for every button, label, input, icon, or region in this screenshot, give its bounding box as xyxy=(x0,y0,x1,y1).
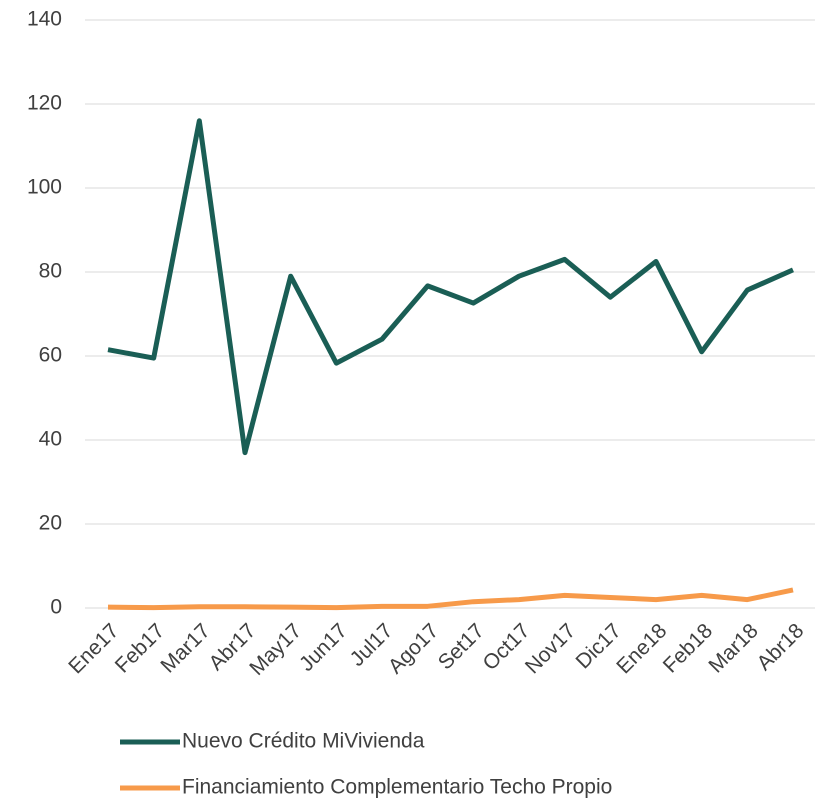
line-series xyxy=(107,587,794,611)
y-tick-label: 0 xyxy=(50,596,62,619)
line-series xyxy=(107,118,795,456)
y-tick-label: 80 xyxy=(39,260,62,283)
y-tick-label: 120 xyxy=(27,92,62,115)
x-tick-label: Jun17 xyxy=(295,619,352,676)
x-tick-label: Mar17 xyxy=(156,619,214,677)
y-tick-label: 60 xyxy=(39,344,62,367)
y-tick-label: 140 xyxy=(27,8,62,31)
x-tick-label: Ago17 xyxy=(384,619,443,678)
x-tick-label: Feb18 xyxy=(659,619,717,677)
y-tick-label: 100 xyxy=(27,176,62,199)
x-tick-label: Mar18 xyxy=(704,619,762,677)
x-tick-label: May17 xyxy=(245,619,306,680)
x-tick-label: Set17 xyxy=(434,619,489,674)
legend-label: Nuevo Crédito MiVivienda xyxy=(182,730,425,753)
y-tick-label: 20 xyxy=(39,512,62,535)
x-tick-label: Feb17 xyxy=(111,619,169,677)
y-tick-label: 40 xyxy=(39,428,62,451)
x-tick-label: Nov17 xyxy=(521,619,580,678)
x-tick-label: Ene17 xyxy=(64,619,123,678)
legend-label: Financiamiento Complementario Techo Prop… xyxy=(182,776,612,799)
x-tick-label: Abr18 xyxy=(753,619,809,675)
x-tick-label: Ene18 xyxy=(612,619,671,678)
